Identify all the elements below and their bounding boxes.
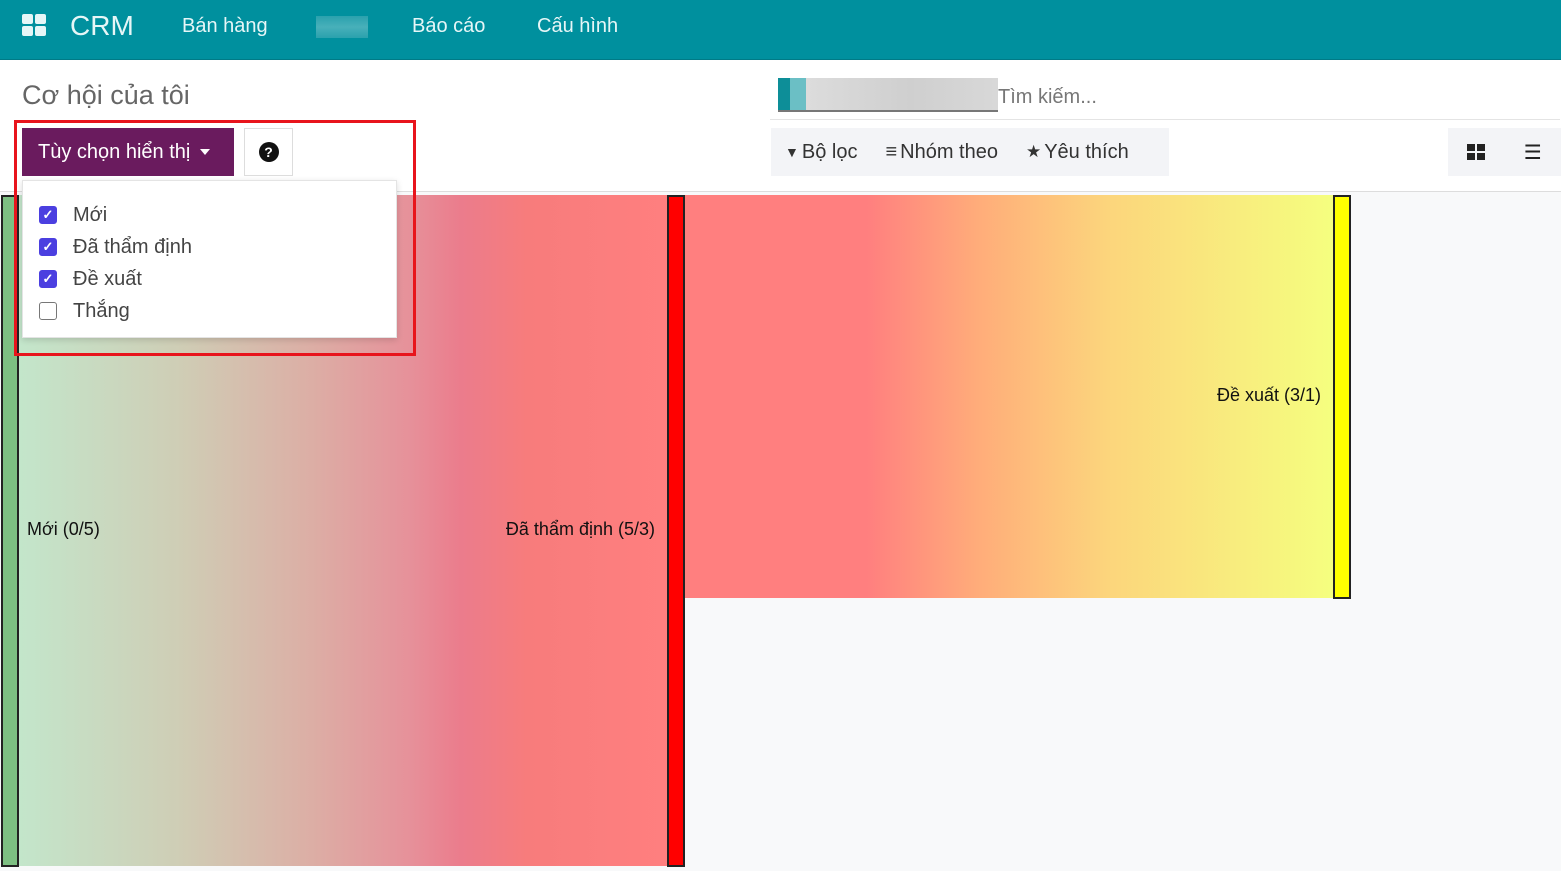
option-won[interactable]: Thắng: [23, 295, 396, 327]
app-brand[interactable]: CRM: [70, 10, 134, 41]
filter-button[interactable]: ▼ Bộ lọc: [785, 140, 858, 163]
group-by-button[interactable]: ≡ Nhóm theo: [885, 140, 998, 163]
favorites-button[interactable]: ★ Yêu thích: [1025, 140, 1129, 163]
sankey-label-new: Mới (0/5): [27, 519, 100, 539]
apps-menu-icon[interactable]: [22, 14, 46, 36]
divider: [0, 191, 1561, 192]
nav-item-reports[interactable]: Báo cáo: [412, 15, 486, 37]
sankey-label-qualified: Đã thẩm định (5/3): [505, 519, 655, 539]
question-circle-icon: ?: [258, 142, 279, 162]
display-options-dropdown: ✓ Mới ✓ Đã thẩm định ✓ Đề xuất Thắng: [22, 180, 397, 338]
sankey-link-qualified-proposition: [684, 195, 1336, 598]
view-switcher: ☰: [1448, 128, 1561, 176]
checkbox-checked[interactable]: ✓: [39, 238, 57, 256]
sankey-node-qualified[interactable]: [667, 195, 685, 867]
checkbox-checked[interactable]: ✓: [39, 270, 57, 288]
sankey-label-proposition: Đề xuất (3/1): [1216, 385, 1321, 405]
search-bar: [770, 76, 1560, 120]
nav-item-redacted[interactable]: [316, 16, 368, 38]
checkbox-checked[interactable]: ✓: [39, 206, 57, 224]
star-icon: ★: [1025, 142, 1042, 161]
page-title: Cơ hội của tôi: [22, 80, 190, 110]
option-qualified[interactable]: ✓ Đã thẩm định: [23, 231, 396, 263]
option-new[interactable]: ✓ Mới: [23, 199, 396, 231]
filter-icon: ▼: [785, 144, 799, 160]
top-navbar: CRM Bán hàng Báo cáo Cấu hình: [0, 0, 1561, 60]
kanban-view-icon[interactable]: [1467, 144, 1486, 160]
checkbox-unchecked[interactable]: [39, 302, 57, 320]
sankey-node-new[interactable]: [1, 195, 19, 867]
list-view-icon[interactable]: ☰: [1523, 141, 1542, 164]
search-facet-redacted[interactable]: [778, 78, 998, 112]
nav-item-configuration[interactable]: Cấu hình: [537, 15, 619, 37]
option-proposition[interactable]: ✓ Đề xuất: [23, 263, 396, 295]
bars-icon: ≡: [885, 140, 898, 163]
caret-down-icon: [200, 149, 211, 155]
search-input[interactable]: [998, 86, 1398, 109]
search-options: ▼ Bộ lọc ≡ Nhóm theo ★ Yêu thích: [771, 128, 1169, 176]
display-options-button[interactable]: Tùy chọn hiển thị: [22, 128, 234, 176]
sankey-node-proposition[interactable]: [1333, 195, 1351, 599]
nav-item-sales[interactable]: Bán hàng: [182, 15, 268, 37]
help-button[interactable]: ?: [244, 128, 293, 176]
